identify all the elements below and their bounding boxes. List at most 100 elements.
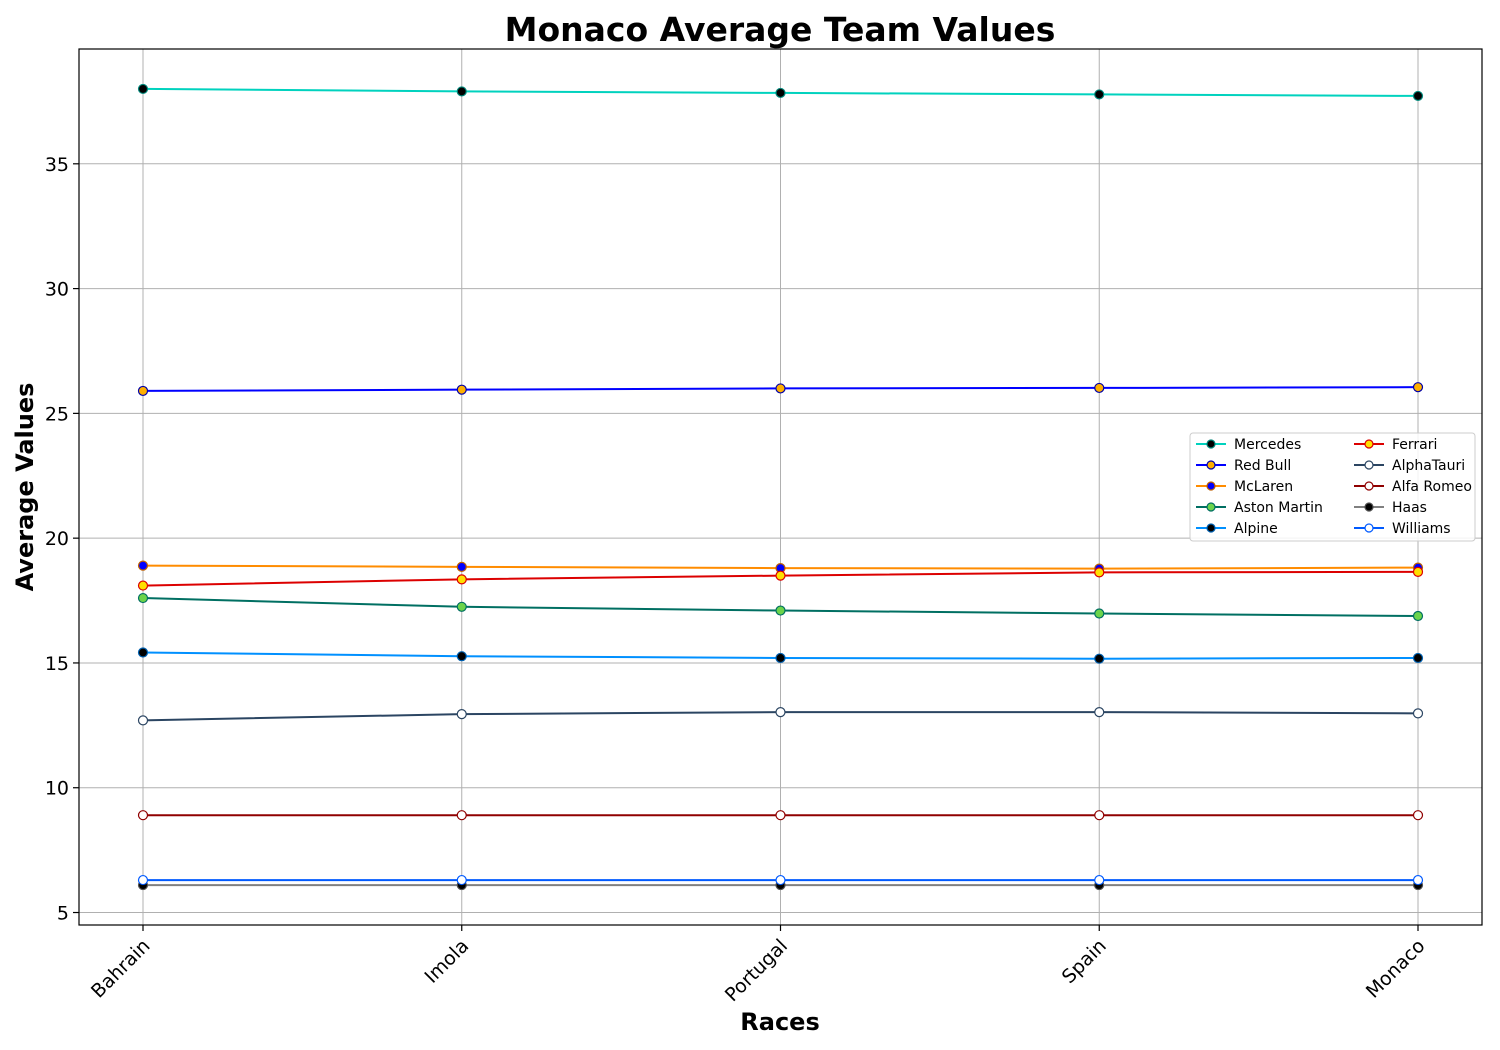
data-point	[456, 384, 467, 395]
x-axis: Bahrain Imola Portugal Spain Monaco	[87, 925, 1430, 1006]
legend-marker	[1206, 460, 1216, 470]
x-axis-label: Races	[740, 1008, 819, 1036]
series-ferrari	[137, 566, 1424, 591]
data-point	[137, 874, 149, 886]
y-tick-label: 15	[45, 653, 69, 675]
data-point	[456, 709, 467, 720]
data-point	[456, 574, 467, 585]
plot-area	[137, 83, 1424, 891]
legend-label: Williams	[1392, 521, 1451, 537]
data-point	[1094, 608, 1105, 619]
legend-label: McLaren	[1234, 479, 1293, 495]
y-tick-label: 25	[45, 403, 69, 425]
x-tick-label: Portugal	[721, 935, 792, 1006]
data-point	[1412, 874, 1424, 886]
data-point	[456, 561, 467, 572]
grid	[79, 49, 1482, 925]
legend-item: McLaren	[1196, 479, 1293, 495]
legend-label: Ferrari	[1392, 437, 1437, 453]
legend-marker	[1364, 502, 1374, 512]
data-point	[775, 87, 786, 99]
data-point	[775, 383, 786, 394]
legend-marker	[1206, 502, 1216, 512]
series-red-bull	[137, 382, 1424, 397]
legend-item: Haas	[1354, 500, 1427, 516]
legend-label: AlphaTauri	[1392, 458, 1465, 474]
data-point	[1094, 89, 1105, 100]
data-point	[137, 647, 149, 658]
series-mercedes	[137, 83, 1424, 102]
data-point	[1412, 708, 1424, 719]
data-point	[137, 385, 149, 397]
y-tick-label: 30	[45, 279, 69, 301]
y-axis: 5 10 15 20 25 30 35	[45, 154, 79, 925]
legend-label: Haas	[1392, 500, 1427, 516]
chart-title: Monaco Average Team Values	[505, 10, 1056, 49]
legend-marker	[1364, 460, 1374, 470]
legend-label: Red Bull	[1234, 458, 1291, 474]
y-tick-label: 20	[45, 528, 69, 550]
series-williams	[137, 874, 1424, 886]
data-point	[775, 570, 786, 581]
y-tick-label: 10	[45, 778, 69, 800]
data-point	[456, 86, 467, 97]
x-tick-label: Monaco	[1362, 935, 1430, 1003]
data-point	[775, 605, 786, 616]
data-point	[775, 810, 786, 821]
legend-marker	[1206, 523, 1216, 533]
legend-marker	[1206, 439, 1216, 449]
legend-item: Red Bull	[1196, 458, 1291, 474]
legend-item: Alpine	[1196, 521, 1278, 537]
data-point	[456, 601, 467, 612]
data-point	[1412, 382, 1424, 393]
data-point	[1412, 566, 1424, 577]
legend-item: Alfa Romeo	[1354, 479, 1472, 495]
data-point	[1094, 810, 1105, 821]
legend-item: AlphaTauri	[1354, 458, 1465, 474]
legend-item: Ferrari	[1354, 437, 1437, 453]
data-point	[1094, 707, 1105, 718]
data-point	[456, 810, 467, 821]
data-point	[1094, 653, 1105, 664]
data-point	[137, 83, 149, 95]
y-tick-label: 5	[57, 903, 69, 925]
x-tick-label: Bahrain	[87, 935, 155, 1003]
legend-marker	[1364, 481, 1374, 491]
data-point	[775, 652, 786, 664]
x-tick-label: Spain	[1058, 935, 1111, 988]
data-point	[1412, 90, 1424, 102]
legend-box	[1189, 432, 1476, 542]
data-point	[1094, 567, 1105, 578]
legend-label: Mercedes	[1234, 437, 1301, 453]
legend: Mercedes Red Bull McLaren Aston Martin Alpin…	[1189, 432, 1476, 542]
data-point	[137, 580, 149, 591]
data-point	[137, 715, 149, 726]
data-point	[1094, 874, 1105, 886]
legend-item: Mercedes	[1196, 437, 1301, 453]
data-point	[137, 810, 149, 821]
data-point	[137, 592, 149, 604]
y-tick-label: 35	[45, 154, 69, 176]
legend-label: Alpine	[1234, 521, 1278, 537]
legend-marker	[1364, 439, 1374, 449]
series-mclaren	[137, 560, 1424, 574]
legend-item: Williams	[1354, 521, 1451, 537]
series-alphatauri	[137, 707, 1424, 726]
legend-label: Alfa Romeo	[1392, 479, 1472, 495]
data-point	[1094, 382, 1105, 394]
data-point	[775, 707, 786, 718]
data-point	[1412, 610, 1424, 622]
series-aston-martin	[137, 592, 1424, 622]
legend-marker	[1364, 523, 1374, 533]
data-point	[456, 651, 467, 662]
legend-marker	[1206, 481, 1216, 491]
x-tick-label: Imola	[420, 935, 473, 988]
series-alpine	[137, 647, 1424, 664]
data-point	[137, 560, 149, 571]
data-point	[1412, 652, 1424, 664]
data-point	[775, 874, 786, 886]
legend-item: Aston Martin	[1196, 500, 1323, 516]
series-alfa-romeo	[137, 810, 1424, 821]
data-point	[456, 874, 467, 886]
data-point	[1412, 810, 1424, 821]
